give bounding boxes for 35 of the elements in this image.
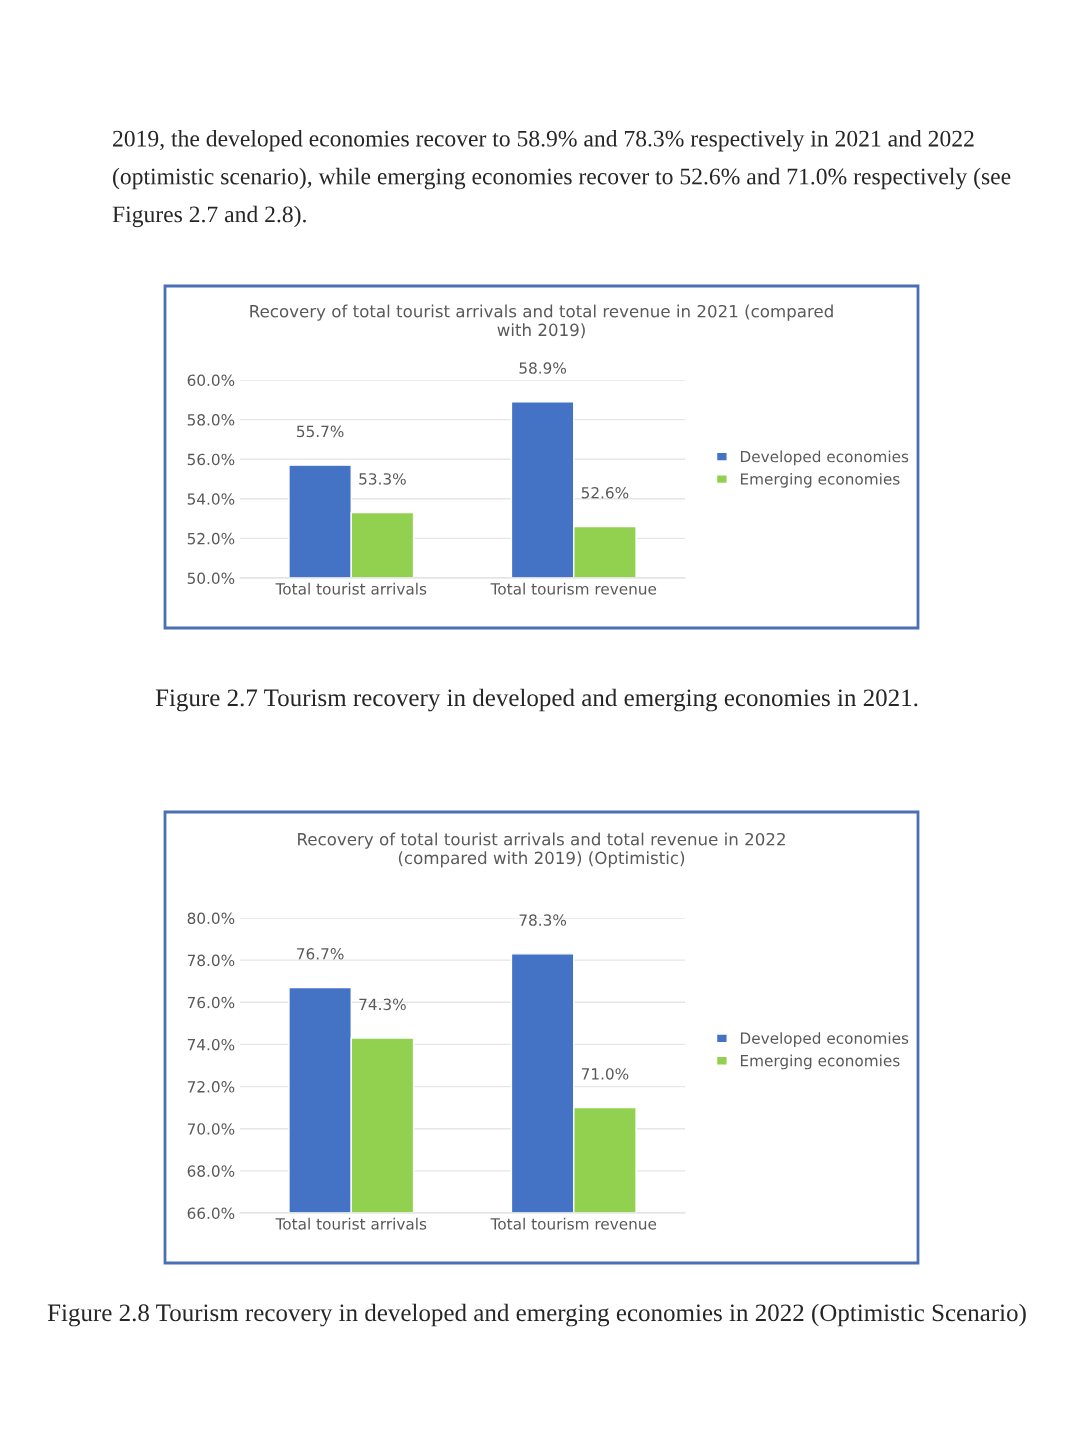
y-tick-label: 72.0% <box>187 1081 235 1093</box>
y-tick-label: 78.0% <box>187 954 235 967</box>
x-tick-label: Total tourism revenue <box>490 1217 657 1230</box>
data-label: 53.3% <box>359 473 406 485</box>
text: 2019, the developed economies recover to 58.9% and 78.3% respectively in 2021 and 2022 (optimistic scenario), while emerging economies recover to 52.6% and 71.0% respectively (see Figures 2.7 and 2.8). <box>112 130 1011 228</box>
y-tick-label: 50.0% <box>187 572 235 585</box>
data-label: 55.7% <box>297 425 344 438</box>
data-label: 52.6% <box>581 487 629 499</box>
y-tick-label: 68.0% <box>187 1165 235 1177</box>
x-tick-label: Total tourist arrivals <box>275 1217 427 1230</box>
legend-label: Emerging economies <box>740 472 900 488</box>
data-label: 58.9% <box>519 362 567 374</box>
y-tick-label: 54.0% <box>187 493 235 505</box>
y-tick-label: 66.0% <box>187 1207 235 1220</box>
chart-title: Recovery of total tourist arrivals and total revenue in 2021 (compared with 2019) <box>250 304 833 339</box>
y-tick-label: 80.0% <box>187 912 235 925</box>
chart-title: Recovery of total tourist arrivals and total revenue in 2022 (compared with 2019) (Optimistic) <box>298 832 785 868</box>
y-tick-label: 76.0% <box>187 996 235 1009</box>
y-tick-label: 56.0% <box>187 453 235 466</box>
y-tick-label: 74.0% <box>187 1038 235 1051</box>
caption: Figure 2.8 Tourism recovery in developed and emerging economies in 2022 (Optimistic Scenario) <box>47 1303 1026 1327</box>
caption: Figure 2.7 Tourism recovery in developed and emerging economies in 2021. <box>155 688 918 712</box>
data-label: 76.7% <box>297 948 344 960</box>
x-tick-label: Total tourism revenue <box>490 582 657 595</box>
data-label: 74.3% <box>359 998 406 1011</box>
data-label: 78.3% <box>519 914 567 926</box>
y-tick-label: 52.0% <box>187 532 235 545</box>
legend-label: Emerging economies <box>740 1054 900 1070</box>
x-tick-label: Total tourist arrivals <box>275 582 427 595</box>
y-tick-label: 58.0% <box>187 414 235 426</box>
y-tick-label: 70.0% <box>187 1123 235 1135</box>
data-label: 71.0% <box>581 1068 629 1080</box>
legend-label: Developed economies <box>740 450 909 466</box>
y-tick-label: 60.0% <box>187 374 235 387</box>
legend-label: Developed economies <box>740 1032 909 1047</box>
